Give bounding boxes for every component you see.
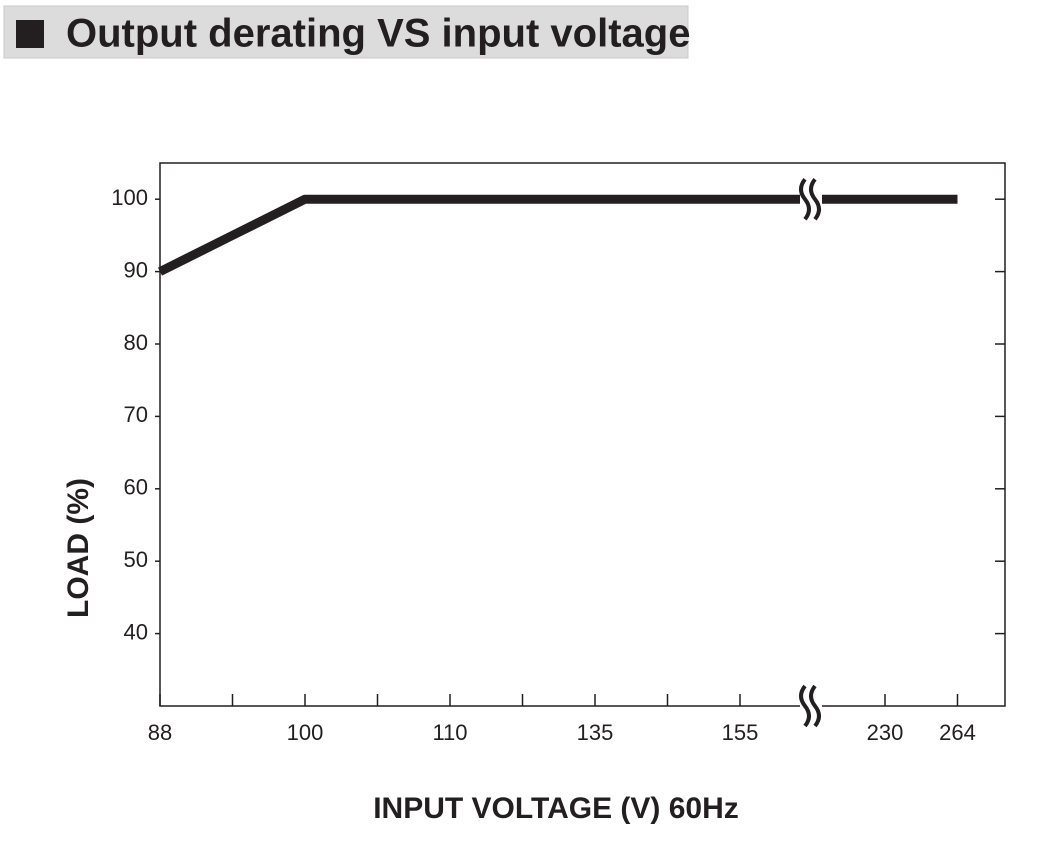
y-tick-label: 70	[124, 402, 148, 427]
title-bullet	[16, 20, 44, 48]
break-mark	[809, 684, 821, 728]
x-tick-label: 155	[722, 720, 759, 745]
title-box	[3, 5, 689, 59]
x-tick-label: 88	[148, 720, 172, 745]
x-axis-label: INPUT VOLTAGE (V) 60Hz	[373, 792, 739, 825]
y-tick-label: 100	[111, 185, 148, 210]
y-tick-label: 90	[124, 257, 148, 282]
x-tick-label: 100	[287, 720, 324, 745]
x-tick-label: 110	[432, 720, 467, 745]
y-tick-label: 80	[124, 330, 148, 355]
data-line	[157, 194, 958, 276]
break-mark	[809, 177, 821, 221]
y-tick-label: 60	[124, 475, 148, 500]
chart-title: Output derating VS input voltage	[66, 12, 690, 56]
break-gap	[800, 177, 822, 222]
break-mark	[799, 177, 811, 221]
y-tick-label: 40	[124, 619, 148, 644]
x-tick-label: 135	[577, 720, 614, 745]
x-tick-label: 264	[939, 720, 976, 745]
break-gap	[800, 684, 822, 728]
y-tick-label: 50	[124, 547, 148, 572]
y-axis-label: LOAD (%)	[62, 478, 95, 618]
x-tick-label: 230	[867, 720, 904, 745]
break-mark	[799, 684, 811, 728]
plot-frame	[159, 162, 1006, 707]
